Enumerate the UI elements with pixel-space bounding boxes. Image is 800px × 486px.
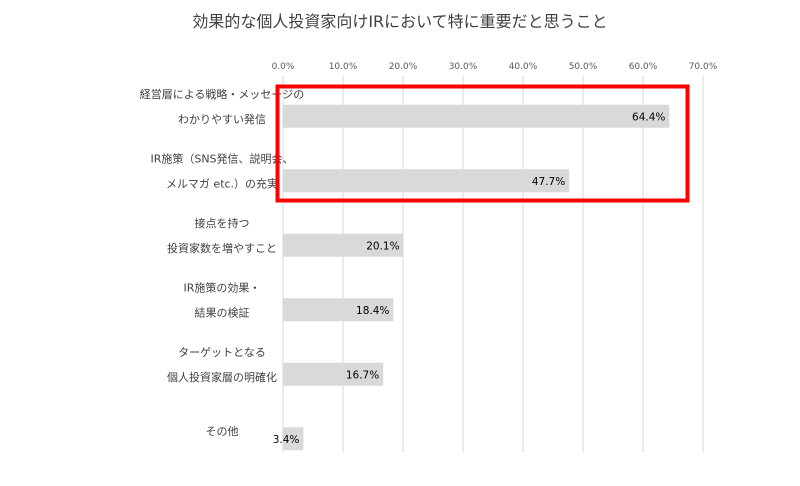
category-label: ターゲットとなる個人投資家層の明確化 <box>167 346 277 384</box>
category-label: IR施策（SNS発信、説明会、メルマガ etc.）の充実 <box>150 151 293 190</box>
data-label: 20.1% <box>366 240 399 252</box>
category-label: 経営層による戦略・メッセージのわかりやすい発信 <box>140 87 304 126</box>
data-label: 64.4% <box>632 111 665 123</box>
category-label-line: 経営層による戦略・メッセージの <box>140 87 304 101</box>
bar <box>283 427 304 451</box>
data-label: 18.4% <box>356 305 389 317</box>
x-tick-label: 30.0% <box>449 62 478 72</box>
chart-title: 効果的な個人投資家向けIRにおいて特に重要だと思うこと <box>192 12 608 31</box>
category-label-line: ターゲットとなる <box>178 346 266 359</box>
category-label-line: 投資家数を増やすこと <box>167 241 277 255</box>
x-tick-label: 70.0% <box>689 62 718 72</box>
category-label: 接点を持つ投資家数を増やすこと <box>167 216 277 255</box>
category-label: IR施策の効果・結果の検証 <box>184 280 261 319</box>
highlight-box <box>275 84 690 203</box>
x-tick-label: 20.0% <box>389 62 418 72</box>
category-label-line: その他 <box>206 425 239 438</box>
bar <box>283 169 570 193</box>
bar <box>283 233 404 257</box>
category-label: その他 <box>206 425 239 438</box>
x-tick-label: 0.0% <box>272 62 295 72</box>
category-label-line: 個人投資家層の明確化 <box>167 370 277 384</box>
data-label: 47.7% <box>532 176 565 188</box>
data-label: 16.7% <box>346 369 379 381</box>
category-label-line: IR施策（SNS発信、説明会、 <box>150 151 293 165</box>
bar <box>283 104 670 128</box>
category-label-line: IR施策の効果・ <box>184 280 261 294</box>
category-label-line: わかりやすい発信 <box>178 112 266 126</box>
x-tick-label: 40.0% <box>509 62 538 72</box>
x-tick-label: 60.0% <box>629 62 658 72</box>
x-tick-label: 50.0% <box>569 62 598 72</box>
data-label: 3.4% <box>273 434 300 446</box>
category-label-line: 結果の検証 <box>195 305 250 319</box>
bar <box>283 362 384 386</box>
bar <box>283 298 394 322</box>
category-label-line: メルマガ etc.）の充実 <box>166 176 278 190</box>
category-label-line: 接点を持つ <box>195 216 250 230</box>
x-tick-label: 10.0% <box>329 62 358 72</box>
